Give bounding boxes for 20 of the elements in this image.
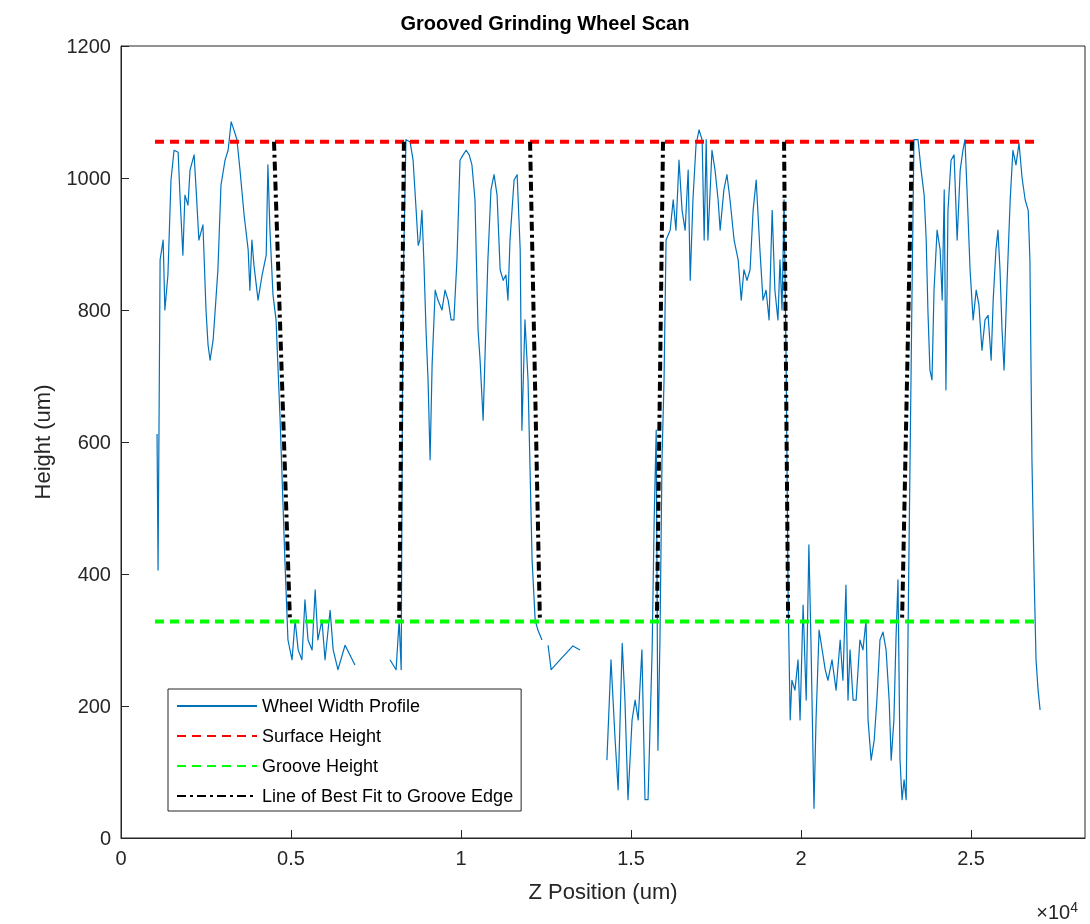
- chart-title: Grooved Grinding Wheel Scan: [400, 12, 690, 34]
- legend-label: Surface Height: [262, 726, 382, 746]
- y-tick-label: 1000: [66, 167, 111, 189]
- x-tick-label: 2.5: [957, 847, 985, 869]
- legend-label: Groove Height: [262, 756, 379, 776]
- y-axis-title: Height (um): [29, 384, 55, 500]
- x-tick-label: 0: [115, 847, 127, 869]
- x-tick-label: 1: [455, 847, 467, 869]
- x-axis-title: Z Position (um): [528, 878, 678, 904]
- x-tick-label: 2: [795, 847, 807, 869]
- y-tick-label: 1200: [66, 35, 111, 57]
- y-tick-label: 200: [77, 695, 111, 717]
- y-tick-label: 600: [77, 431, 111, 453]
- y-tick-label: 800: [77, 299, 111, 321]
- y-tick-label: 400: [77, 563, 111, 585]
- y-tick-label: 0: [99, 827, 111, 849]
- legend-label: Wheel Width Profile: [262, 696, 421, 716]
- x-tick-label: 1.5: [617, 847, 645, 869]
- x-tick-label: 0.5: [277, 847, 305, 869]
- legend-label: Line of Best Fit to Groove Edge: [262, 786, 514, 806]
